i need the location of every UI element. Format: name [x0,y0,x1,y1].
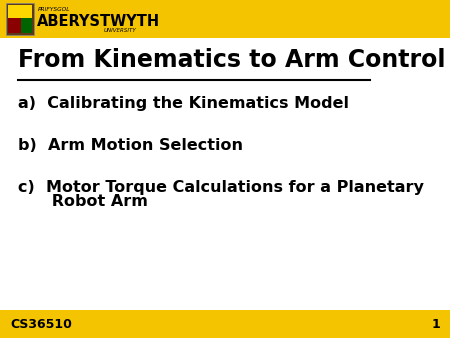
Text: 1: 1 [431,317,440,331]
Text: a)  Calibrating the Kinematics Model: a) Calibrating the Kinematics Model [18,96,349,111]
Text: Robot Arm: Robot Arm [18,194,148,209]
Text: c)  Motor Torque Calculations for a Planetary: c) Motor Torque Calculations for a Plane… [18,180,424,195]
Bar [8,5,32,18]
Bar [0,310,450,338]
Bar [21,18,32,33]
Bar [6,3,34,35]
Text: PRIFYSGOL: PRIFYSGOL [38,7,71,12]
Bar [8,18,21,33]
Text: b)  Arm Motion Selection: b) Arm Motion Selection [18,138,243,153]
Bar [0,0,450,38]
Text: UNIVERSITY: UNIVERSITY [104,28,137,33]
Text: CS36510: CS36510 [10,317,72,331]
Text: ABERYSTWYTH: ABERYSTWYTH [37,14,160,29]
Text: From Kinematics to Arm Control: From Kinematics to Arm Control [18,48,446,72]
